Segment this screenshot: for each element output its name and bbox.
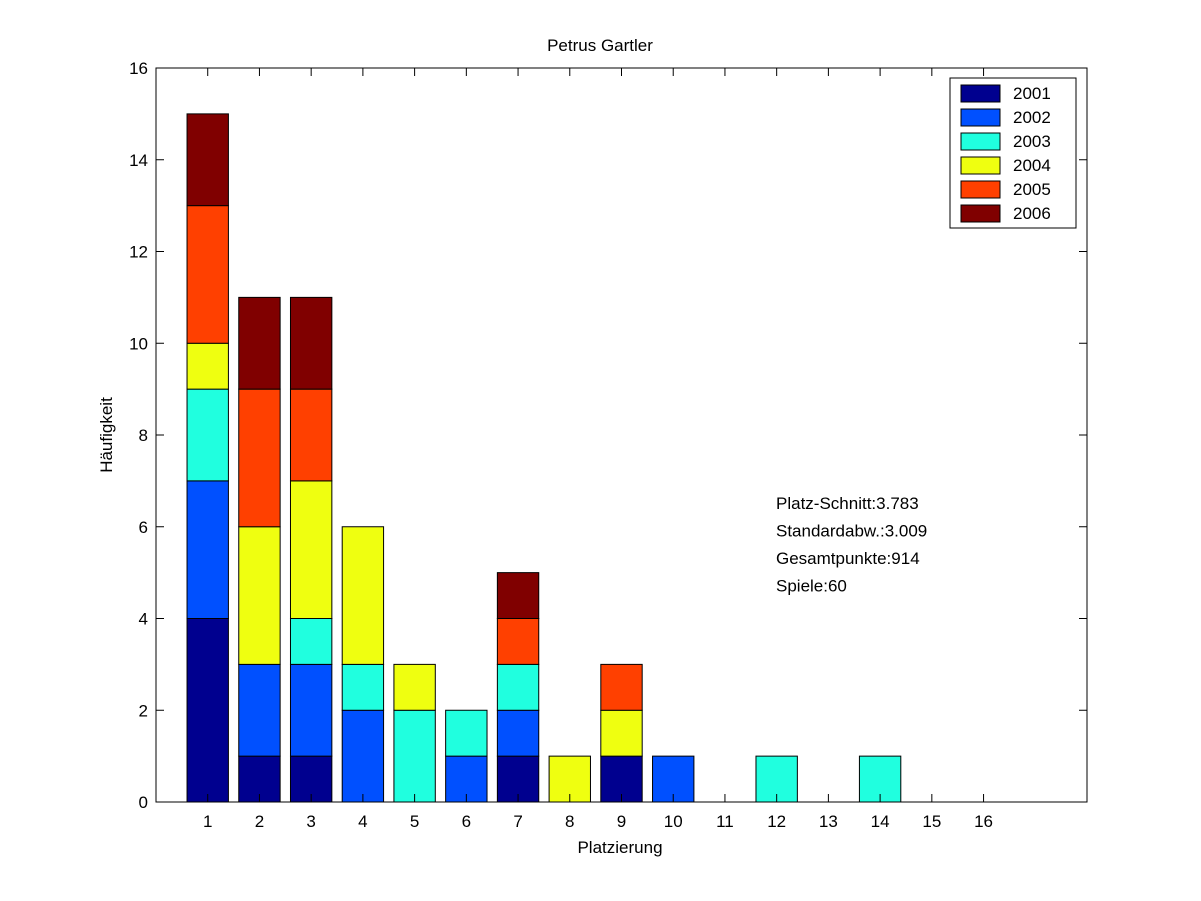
bar-segment-4-2003 [341,663,385,711]
y-tick-label: 12 [129,243,148,262]
x-tick-label: 15 [922,812,941,831]
x-tick-label: 2 [255,812,264,831]
x-tick-label: 6 [462,812,471,831]
y-tick-label: 10 [129,334,148,353]
bar-segment-3-2006 [289,296,333,390]
y-tick-label: 16 [129,59,148,78]
legend-label-2002: 2002 [1013,108,1051,127]
bar-segment-1-2002 [186,480,229,619]
legend-box [949,77,1077,229]
bar-segment-2-2006 [238,296,281,390]
bar-segment-2-2002 [238,663,281,757]
bar-segment-3-2003 [289,618,333,665]
x-tick-label: 12 [767,812,786,831]
bar-segment-4-2002 [341,709,385,803]
x-axis-label: Platzierung [577,838,662,857]
bar-segment-5-2003 [393,709,436,803]
bar-segment-3-2005 [289,388,333,482]
legend-swatch-2001 [960,84,1001,103]
bar-segment-1-2001 [186,618,229,803]
x-tick-label: 7 [513,812,522,831]
legend-label-2006: 2006 [1013,204,1051,223]
y-tick-label: 8 [139,426,148,445]
bar-segment-9-2005 [600,663,643,711]
bar-segment-3-2004 [289,480,333,619]
bar-segment-5-2004 [393,663,436,711]
stats-annotation-line: Platz-Schnitt:3.783 [776,494,919,513]
x-tick-label: 10 [664,812,683,831]
bar-segment-7-2002 [496,709,540,757]
y-axis-label: Häufigkeit [97,397,116,473]
y-tick-label: 2 [139,701,148,720]
x-tick-label: 9 [617,812,626,831]
legend: 2001 2002 2003 2004 2005 2006 [949,77,1077,229]
chart-title: Petrus Gartler [547,36,653,55]
bar-segment-4-2004 [341,526,385,665]
stats-annotations: Platz-Schnitt:3.783 Standardabw.:3.009 Ges… [776,494,927,596]
y-tick-label: 4 [139,610,148,629]
x-tick-label: 11 [716,812,734,831]
x-tick-label: 5 [410,812,419,831]
y-tick-label: 14 [129,151,148,170]
legend-swatch-2003 [960,132,1001,151]
x-tick-label: 4 [358,812,367,831]
legend-swatch-2002 [960,108,1001,127]
legend-swatch-2006 [960,204,1001,223]
bar-segment-2-2004 [238,526,281,665]
legend-label-2001: 2001 [1013,84,1051,103]
bar-segment-1-2005 [186,205,229,344]
x-tick-label: 14 [871,812,890,831]
stats-annotation-line: Spiele:60 [776,577,847,596]
x-tick-label: 3 [306,812,315,831]
legend-label-2004: 2004 [1013,156,1051,175]
legend-swatch-2005 [960,180,1001,199]
y-tick-label: 6 [139,518,148,537]
x-tick-label: 13 [819,812,838,831]
bar-segment-7-2006 [496,572,540,619]
bar-segment-2-2005 [238,388,281,528]
bars-layer [186,113,902,803]
bar-segment-3-2002 [289,663,333,757]
legend-label-2005: 2005 [1013,180,1051,199]
stats-annotation-line: Gesamtpunkte:914 [776,549,920,568]
x-tick-label: 8 [565,812,574,831]
bar-segment-7-2005 [496,618,540,665]
stats-annotation-line: Standardabw.:3.009 [776,522,927,541]
legend-label-2003: 2003 [1013,132,1051,151]
legend-swatch-2004 [960,156,1001,175]
bar-segment-1-2004 [186,342,229,390]
bar-segment-1-2003 [186,388,229,482]
bar-segment-7-2003 [496,663,540,711]
bar-segment-6-2003 [445,709,488,757]
bar-segment-9-2004 [600,709,643,757]
y-tick-label: 0 [139,793,148,812]
x-tick-label: 1 [203,812,212,831]
bar-segment-1-2006 [186,113,229,207]
x-tick-label: 16 [974,812,993,831]
